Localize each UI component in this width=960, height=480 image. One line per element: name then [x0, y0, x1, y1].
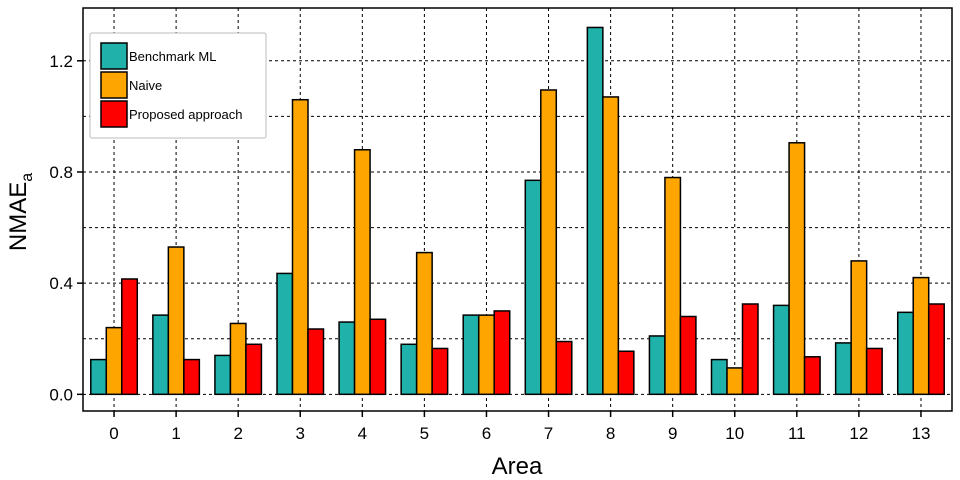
x-tick-label-5: 5: [420, 424, 429, 443]
legend-label-2: Proposed approach: [129, 107, 242, 122]
bar-benchmark-ml-area-0: [90, 358, 108, 396]
legend-swatch-1: [100, 71, 128, 99]
y-tick-label-2: 0.8: [49, 163, 73, 182]
bar-proposed-approach-area-10: [741, 303, 759, 396]
y-axis-label-main: NMAE: [5, 182, 32, 251]
bar-proposed-approach-area-12: [865, 347, 883, 396]
x-tick-label-4: 4: [358, 424, 367, 443]
bars: [90, 26, 945, 396]
bar-naive-area-0: [105, 326, 123, 396]
bar-naive-area-9: [664, 176, 682, 396]
bar-benchmark-ml-area-9: [648, 335, 666, 396]
bar-benchmark-ml-area-6: [462, 314, 480, 396]
x-ticks: 0 1 2 3 4 5 6 7 8 9 10 11 12 13: [109, 411, 930, 443]
x-tick-label-11: 11: [788, 424, 806, 443]
bar-naive-area-11: [788, 142, 806, 396]
bar-proposed-approach-area-8: [617, 350, 635, 396]
x-tick-label-3: 3: [296, 424, 305, 443]
bar-benchmark-ml-area-7: [524, 179, 542, 396]
bar-naive-area-1: [167, 246, 185, 396]
bar-proposed-approach-area-1: [183, 358, 201, 396]
bar-proposed-approach-area-3: [307, 328, 325, 396]
x-tick-label-0: 0: [109, 424, 118, 443]
bar-benchmark-ml-area-2: [214, 354, 232, 396]
x-tick-label-6: 6: [482, 424, 491, 443]
bar-benchmark-ml-area-4: [338, 321, 356, 396]
bar-benchmark-ml-area-3: [276, 272, 294, 396]
bar-proposed-approach-area-6: [493, 310, 511, 396]
bar-naive-area-5: [415, 251, 433, 396]
x-axis-label: Area: [492, 453, 543, 480]
legend: Benchmark ML Naive Proposed approach: [89, 32, 267, 139]
bar-benchmark-ml-area-8: [586, 26, 604, 396]
legend-label-0: Benchmark ML: [129, 49, 216, 64]
y-tick-label-3: 1.2: [49, 52, 73, 71]
bar-proposed-approach-area-13: [927, 303, 945, 396]
bar-proposed-approach-area-0: [121, 278, 139, 396]
bar-proposed-approach-area-9: [679, 315, 697, 396]
bar-naive-area-8: [602, 96, 620, 396]
bar-proposed-approach-area-4: [369, 318, 387, 396]
legend-swatch-2: [100, 100, 128, 128]
bar-proposed-approach-area-11: [803, 356, 821, 396]
x-tick-label-1: 1: [171, 424, 180, 443]
y-axis-label-subscript: a: [19, 173, 36, 182]
y-tick-label-0: 0.0: [49, 385, 73, 404]
y-axis-label: NMAEa: [5, 173, 36, 251]
x-tick-label-12: 12: [849, 424, 868, 443]
bar-benchmark-ml-area-13: [896, 311, 914, 396]
bar-naive-area-7: [540, 89, 558, 396]
x-tick-label-8: 8: [606, 424, 615, 443]
x-tick-label-2: 2: [233, 424, 242, 443]
legend-label-1: Naive: [129, 78, 162, 93]
legend-swatch-0: [100, 42, 128, 70]
bar-naive-area-2: [229, 322, 247, 396]
bar-benchmark-ml-area-11: [772, 304, 790, 396]
bar-benchmark-ml-area-1: [152, 314, 170, 396]
x-tick-label-7: 7: [544, 424, 553, 443]
bar-naive-area-4: [353, 148, 371, 396]
bar-naive-area-6: [477, 314, 495, 396]
x-tick-label-9: 9: [668, 424, 677, 443]
bar-benchmark-ml-area-5: [400, 343, 418, 396]
x-tick-label-10: 10: [725, 424, 744, 443]
plot-frame: [82, 7, 953, 412]
legend-box: [89, 32, 267, 139]
bar-proposed-approach-area-7: [555, 340, 573, 396]
bar-naive-area-12: [850, 260, 868, 396]
x-tick-label-13: 13: [912, 424, 931, 443]
bar-naive-area-10: [726, 367, 744, 396]
bar-naive-area-13: [912, 276, 930, 396]
y-tick-label-1: 0.4: [49, 274, 73, 293]
bar-benchmark-ml-area-10: [710, 358, 728, 396]
y-ticks: 0.0 0.4 0.8 1.2: [49, 52, 83, 404]
bar-naive-area-3: [291, 98, 309, 396]
bar-benchmark-ml-area-12: [834, 342, 852, 396]
bar-proposed-approach-area-2: [245, 343, 263, 396]
bar-proposed-approach-area-5: [431, 347, 449, 396]
